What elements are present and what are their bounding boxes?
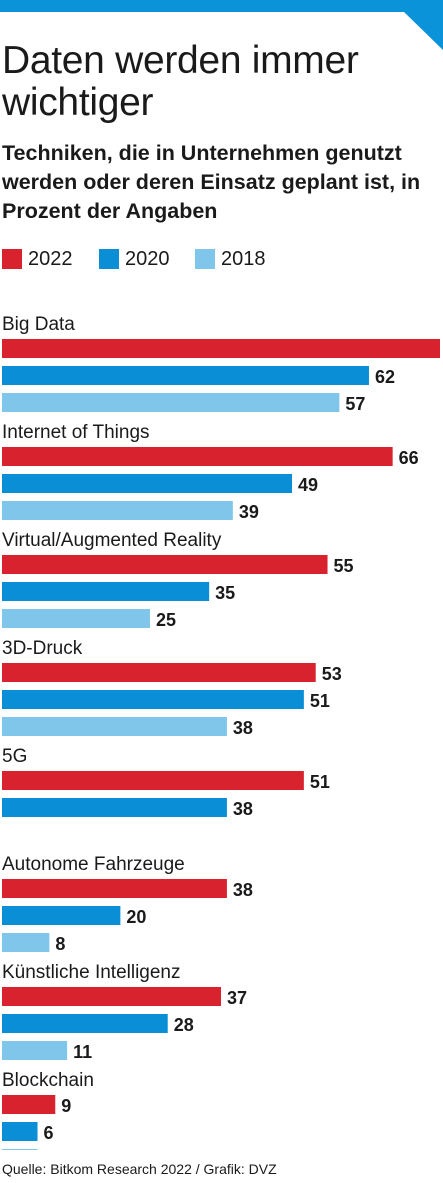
bar-2020 [2, 906, 121, 925]
top-accent-bar [0, 0, 443, 50]
bar-2020 [2, 1014, 168, 1033]
bar-2018 [2, 501, 233, 520]
data-label-2022: 51 [310, 772, 330, 792]
bar-2018 [2, 933, 50, 952]
category-label: Autonome Fahrzeuge [2, 854, 185, 875]
category-label: Künstliche Intelligenz [2, 962, 181, 983]
data-label-2020: 20 [126, 907, 146, 927]
bar-2018 [2, 393, 340, 412]
bar-2018 [2, 1149, 38, 1150]
category-label: Blockchain [2, 1070, 94, 1091]
bar-2020 [2, 582, 210, 601]
category-group-5g: 5G 51 38 [2, 746, 330, 819]
category-group-big-data: Big Data746257 [2, 314, 440, 414]
legend-swatch-2022 [2, 249, 22, 269]
bar-2020 [2, 798, 227, 817]
bar-2018 [2, 1041, 68, 1060]
category-group-künstliche-intelligenz: Künstliche Intelligenz 37 28 11 [2, 962, 247, 1062]
data-label-2022: 66 [399, 448, 419, 468]
category-label: Big Data [2, 314, 75, 335]
bar-2022 [2, 1095, 56, 1114]
data-label-2020: 38 [233, 799, 253, 819]
bar-2020 [2, 1122, 38, 1141]
data-label-2018: 57 [345, 394, 365, 414]
data-label-2020: 51 [310, 691, 330, 711]
data-label-2022: 55 [334, 556, 354, 576]
category-group-3d-druck: 3D-Druck 53 51 38 [2, 638, 342, 738]
category-label: Internet of Things [2, 422, 150, 443]
data-label-2018: 38 [233, 718, 253, 738]
data-label-2022: 38 [233, 880, 253, 900]
category-label: 5G [2, 746, 27, 767]
category-group-virtual-augmented-reality: Virtual/Augmented Reality 55 35 25 [2, 530, 354, 630]
bar-2018 [2, 609, 150, 628]
data-label-2022: 9 [61, 1096, 71, 1116]
bar-2022 [2, 555, 328, 574]
category-label: 3D-Druck [2, 638, 83, 659]
category-group-blockchain: Blockchain966 [2, 1070, 94, 1150]
legend-label-2020: 2020 [125, 248, 170, 270]
category-group-internet-of-things: Internet of Things 66 49 39 [2, 422, 419, 522]
bar-2020 [2, 366, 369, 385]
data-label-2020: 6 [44, 1123, 54, 1143]
category-group-autonome-fahrzeuge: Autonome Fahrzeuge 38 20 8 [2, 854, 253, 954]
bar-2018 [2, 717, 227, 736]
data-label-2020: 28 [174, 1015, 194, 1035]
bar-2022 [2, 879, 227, 898]
bar-2022 [2, 447, 393, 466]
data-label-2022: 53 [322, 664, 342, 684]
bar-2022 [2, 771, 304, 790]
legend-swatch-2018 [195, 249, 215, 269]
data-label-2018: 11 [73, 1042, 92, 1062]
source-note: Quelle: Bitkom Research 2022 / Grafik: D… [2, 1161, 277, 1177]
data-label-2018: 25 [156, 610, 176, 630]
bar-2020 [2, 690, 304, 709]
chart-subtitle: Techniken, die in Unternehmen genutzt we… [2, 141, 421, 223]
data-label-2020: 49 [298, 475, 318, 495]
legend-label-2018: 2018 [221, 248, 266, 270]
data-label-2018: 39 [239, 502, 259, 522]
data-label-2020: 35 [215, 583, 235, 603]
bar-2022 [2, 987, 221, 1006]
data-label-2018: 8 [55, 934, 65, 954]
data-label-2022: 37 [227, 988, 247, 1008]
chart-title: Daten werden immer wichtiger [2, 39, 359, 124]
category-label: Virtual/Augmented Reality [2, 530, 222, 551]
corner-fold [404, 12, 443, 50]
bar-chart: Big Data746257Internet of Things664939Vi… [2, 314, 440, 1150]
legend-swatch-2020 [99, 249, 119, 269]
bar-2022 [2, 339, 440, 358]
bar-2020 [2, 474, 293, 493]
legend-label-2022: 2022 [28, 248, 73, 270]
data-label-2020: 62 [375, 367, 395, 387]
bar-2022 [2, 663, 316, 682]
accent-stripe [0, 0, 443, 12]
